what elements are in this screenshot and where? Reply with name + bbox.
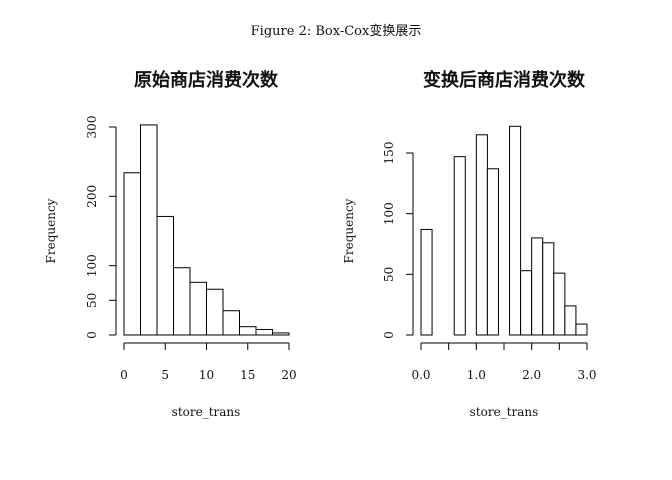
y-tick-label: 200	[85, 185, 99, 208]
y-tick-label: 0	[382, 331, 396, 339]
x-tick-label: 1.0	[467, 368, 486, 382]
y-tick-label: 50	[85, 293, 99, 308]
x-tick-label: 20	[281, 368, 296, 382]
chart-title: 原始商店消费次数	[134, 69, 279, 91]
x-axis-label: store_trans	[172, 405, 241, 419]
y-tick-label: 100	[382, 202, 396, 225]
histogram-bar	[564, 305, 577, 336]
histogram-bar	[239, 326, 257, 336]
bars	[420, 125, 588, 336]
histogram-bar	[520, 270, 533, 336]
y-tick-label: 300	[85, 116, 99, 139]
x-axis-label: store_trans	[470, 405, 539, 419]
histogram-bar	[272, 332, 290, 336]
bars	[123, 124, 290, 336]
x-tick-label: 0.0	[411, 368, 430, 382]
x-tick-label: 0	[120, 368, 128, 382]
x-tick-label: 10	[199, 368, 214, 382]
histogram-bar	[531, 237, 544, 336]
histogram-bar	[509, 125, 522, 336]
histogram-bar	[140, 124, 158, 336]
y-axis-label: Frequency	[342, 198, 356, 263]
figure-caption: Figure 2: Box-Cox变换展示	[251, 23, 422, 39]
histogram-bar	[255, 328, 273, 336]
histogram-bar	[173, 267, 191, 336]
histogram-bar	[206, 288, 224, 336]
x-tick-label: 2.0	[522, 368, 541, 382]
histogram-bar	[222, 310, 240, 336]
y-axis-label: Frequency	[44, 198, 58, 263]
x-axis: 0 5 10 15 20	[120, 342, 297, 382]
x-tick-label: 3.0	[577, 368, 596, 382]
y-tick-label: 0	[85, 331, 99, 339]
y-axis: 0 50 100 150	[382, 142, 414, 339]
x-tick-label: 15	[240, 368, 255, 382]
x-axis: 0.0 1.0 2.0 3.0	[411, 342, 597, 382]
histogram-bar	[486, 168, 499, 336]
histogram-bar	[123, 172, 141, 336]
histogram-transformed: 变换后商店消费次数 store_trans Frequency 0.0 1.0 2.…	[342, 69, 597, 419]
histogram-bar	[475, 134, 488, 336]
y-tick-label: 50	[382, 267, 396, 282]
histogram-bar	[420, 228, 433, 336]
histogram-original: 原始商店消费次数 store_trans Frequency 0 5 10 15 20 …	[44, 69, 297, 419]
chart-title: 变换后商店消费次数	[423, 69, 586, 91]
histogram-bar	[189, 281, 207, 336]
histogram-bar	[553, 272, 566, 336]
histogram-bar	[575, 323, 588, 336]
histogram-bar	[453, 156, 466, 336]
histogram-bar	[542, 242, 555, 336]
x-tick-label: 5	[161, 368, 169, 382]
y-tick-label: 150	[382, 142, 396, 165]
y-tick-label: 100	[85, 254, 99, 277]
y-axis: 0 50 100 200 300	[85, 116, 117, 339]
histogram-bar	[156, 215, 174, 336]
